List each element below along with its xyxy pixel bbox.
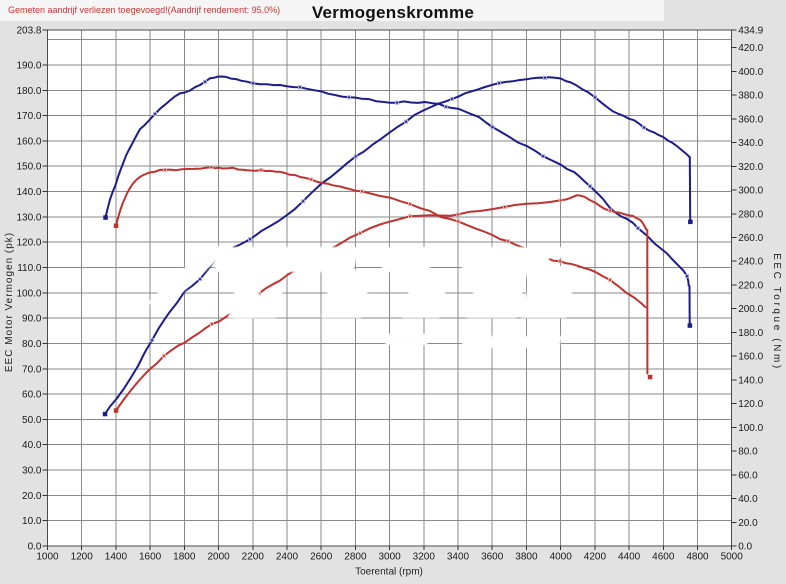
svg-text:80.0: 80.0 — [22, 339, 42, 350]
svg-text:190.0: 190.0 — [16, 60, 41, 71]
svg-text:Toerental (rpm): Toerental (rpm) — [355, 567, 423, 578]
svg-text:150.0: 150.0 — [16, 162, 41, 173]
svg-text:0.0: 0.0 — [738, 542, 752, 553]
svg-text:400.0: 400.0 — [738, 67, 763, 78]
svg-text:140.0: 140.0 — [738, 375, 763, 386]
svg-text:160.0: 160.0 — [16, 136, 41, 147]
svg-text:60.0: 60.0 — [738, 470, 758, 481]
svg-text:10.0: 10.0 — [22, 516, 42, 527]
svg-text:260.0: 260.0 — [738, 233, 763, 244]
svg-text:130.0: 130.0 — [16, 212, 41, 223]
svg-text:4600: 4600 — [652, 552, 675, 563]
svg-text:1600: 1600 — [139, 552, 162, 563]
svg-text:300.0: 300.0 — [738, 186, 763, 197]
svg-text:100.0: 100.0 — [738, 423, 763, 434]
svg-text:50.0: 50.0 — [22, 415, 42, 426]
svg-text:70.0: 70.0 — [22, 364, 42, 375]
svg-text:4200: 4200 — [584, 552, 607, 563]
svg-text:340.0: 340.0 — [738, 138, 763, 149]
svg-text:280.0: 280.0 — [738, 209, 763, 220]
svg-text:90.0: 90.0 — [22, 314, 42, 325]
svg-text:5000: 5000 — [721, 552, 744, 563]
svg-text:120.0: 120.0 — [16, 238, 41, 249]
svg-text:2000: 2000 — [207, 552, 230, 563]
svg-text:3600: 3600 — [481, 552, 504, 563]
svg-text:170.0: 170.0 — [16, 111, 41, 122]
svg-text:4400: 4400 — [618, 552, 641, 563]
svg-text:0.0: 0.0 — [28, 542, 42, 553]
svg-text:1400: 1400 — [105, 552, 128, 563]
svg-text:203.8: 203.8 — [16, 26, 41, 37]
svg-text:110.0: 110.0 — [17, 263, 42, 274]
svg-text:1800: 1800 — [173, 552, 196, 563]
svg-text:2600: 2600 — [310, 552, 333, 563]
svg-text:140.0: 140.0 — [16, 187, 41, 198]
svg-text:2400: 2400 — [276, 552, 299, 563]
svg-text:3400: 3400 — [447, 552, 470, 563]
svg-text:40.0: 40.0 — [22, 440, 42, 451]
svg-text:4800: 4800 — [686, 552, 709, 563]
svg-text:320.0: 320.0 — [738, 162, 763, 173]
svg-text:200.0: 200.0 — [738, 304, 763, 315]
svg-text:240.0: 240.0 — [738, 257, 763, 268]
svg-text:1000: 1000 — [36, 552, 59, 563]
svg-text:2200: 2200 — [242, 552, 265, 563]
svg-text:2800: 2800 — [344, 552, 367, 563]
svg-text:4000: 4000 — [550, 552, 573, 563]
svg-text:40.0: 40.0 — [738, 494, 758, 505]
svg-text:60.0: 60.0 — [22, 390, 42, 401]
svg-text:180.0: 180.0 — [16, 86, 41, 97]
svg-text:3000: 3000 — [378, 552, 401, 563]
svg-text:380.0: 380.0 — [738, 91, 763, 102]
svg-text:20.0: 20.0 — [22, 491, 42, 502]
svg-text:120.0: 120.0 — [738, 399, 763, 410]
svg-text:180.0: 180.0 — [738, 328, 763, 339]
svg-text:20.0: 20.0 — [738, 518, 758, 529]
svg-text:360.0: 360.0 — [738, 114, 763, 125]
svg-text:EEC Torque (Nm): EEC Torque (Nm) — [771, 253, 782, 371]
svg-text:434.9: 434.9 — [738, 26, 763, 37]
svg-text:160.0: 160.0 — [738, 352, 763, 363]
svg-text:100.0: 100.0 — [16, 288, 41, 299]
svg-text:420.0: 420.0 — [738, 43, 763, 54]
svg-text:3200: 3200 — [413, 552, 436, 563]
svg-text:80.0: 80.0 — [738, 447, 758, 458]
svg-text:220.0: 220.0 — [738, 281, 763, 292]
svg-text:EEC Motor Vermogen (pk): EEC Motor Vermogen (pk) — [4, 232, 15, 372]
svg-text:3800: 3800 — [515, 552, 538, 563]
svg-text:30.0: 30.0 — [22, 466, 42, 477]
svg-text:1200: 1200 — [71, 552, 94, 563]
